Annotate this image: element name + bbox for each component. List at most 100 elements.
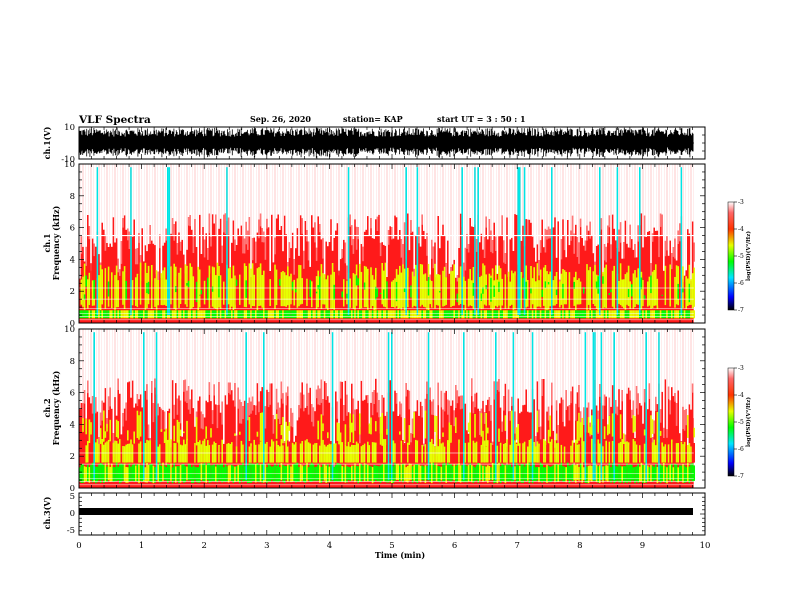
spectrogram-pink-edge bbox=[643, 215, 646, 238]
spectrogram-low-band bbox=[536, 310, 539, 319]
spectrogram-yellow-band bbox=[256, 268, 259, 311]
spectrogram-low-band bbox=[184, 310, 187, 319]
spectrogram-yellow-band bbox=[627, 442, 630, 463]
spectrogram-pink-edge bbox=[495, 236, 497, 251]
spectrogram-yellow-band bbox=[624, 441, 627, 463]
spectrogram-low-band bbox=[287, 310, 289, 319]
spectrogram-white-column bbox=[488, 329, 491, 398]
spectrogram-white-column bbox=[527, 329, 529, 412]
spectrogram-yellow-band bbox=[525, 444, 527, 463]
spectrogram-yellow-band bbox=[443, 446, 446, 463]
spectrogram-low-band bbox=[162, 310, 164, 319]
spectrogram-white-column bbox=[683, 329, 686, 411]
spectrogram-white-column bbox=[125, 164, 127, 230]
spectrogram-yellow-band bbox=[127, 278, 129, 309]
spectrogram-low-band bbox=[325, 310, 327, 319]
spectrogram-pink-edge bbox=[101, 400, 103, 421]
spectrogram-white-column bbox=[243, 164, 246, 239]
spectrogram-cyan-spike bbox=[167, 167, 169, 316]
spectrogram-yellow-blob bbox=[517, 424, 519, 446]
spectrogram-yellow-band bbox=[387, 262, 390, 310]
spectrogram-pink-edge bbox=[440, 390, 443, 408]
spectrogram-pink-edge bbox=[234, 383, 236, 407]
spectrogram-pink-edge bbox=[603, 394, 606, 406]
spectrogram-white-column bbox=[666, 329, 668, 430]
spectrogram-low-band bbox=[379, 310, 382, 319]
spectrogram-yellow-band bbox=[267, 281, 270, 307]
spectrogram-low-band bbox=[495, 310, 497, 319]
spectrogram-white-column bbox=[639, 329, 641, 404]
spectrogram-yellow-band bbox=[160, 273, 163, 306]
spectrogram-pink-edge bbox=[267, 392, 270, 408]
spectrogram-green-band bbox=[458, 462, 460, 482]
spectrogram-yellow-band bbox=[586, 441, 588, 463]
spectrogram-white-column bbox=[122, 164, 124, 219]
spectrogram-low-band bbox=[205, 310, 207, 319]
spectrogram-white-column bbox=[479, 164, 481, 243]
spectrogram-low-band bbox=[354, 310, 356, 319]
spectrogram-low-band bbox=[618, 310, 620, 319]
spectrogram-yellow-band bbox=[122, 446, 124, 463]
spectrogram-white-column bbox=[248, 329, 251, 398]
spectrogram-white-column bbox=[117, 164, 119, 259]
spectrogram-white-column bbox=[119, 164, 121, 270]
spectrogram-yellow-blob bbox=[322, 423, 324, 432]
spectrogram-white-column bbox=[397, 329, 399, 416]
spectrogram-yellow-band bbox=[658, 275, 660, 306]
spectrogram-low-band bbox=[632, 310, 635, 319]
spectrogram-white-column bbox=[287, 329, 289, 387]
spectrogram-white-column bbox=[149, 164, 151, 226]
spectrogram-white-column bbox=[656, 164, 659, 231]
spectrogram-white-column bbox=[371, 164, 374, 239]
spectrogram-green-band bbox=[384, 464, 387, 482]
spectrogram-yellow-band bbox=[235, 269, 238, 305]
spectrogram-yellow-band bbox=[546, 271, 548, 311]
spectrogram-white-column bbox=[323, 164, 326, 278]
spectrogram-white-column bbox=[560, 164, 563, 239]
spectrogram-pink-edge bbox=[299, 392, 302, 409]
spectrogram-yellow-band bbox=[195, 440, 198, 463]
spectrogram-green-band bbox=[599, 465, 601, 483]
spectrogram-white-column bbox=[507, 164, 510, 277]
spectrogram-green-band bbox=[386, 463, 388, 483]
spectrogram-yellow-band bbox=[283, 272, 286, 307]
spectrogram-white-column bbox=[448, 329, 451, 401]
spectrogram-yellow-band bbox=[527, 280, 529, 307]
spectrogram-white-column bbox=[171, 164, 174, 219]
spectrogram-yellow-band bbox=[535, 446, 537, 463]
spectrogram-low-band bbox=[271, 310, 273, 319]
spectrogram-low-band bbox=[304, 310, 307, 319]
spectrogram-white-column bbox=[408, 164, 411, 251]
spectrogram-green-band bbox=[691, 463, 694, 482]
spectrogram-pink-edge bbox=[485, 216, 487, 228]
spectrogram-white-column bbox=[242, 164, 244, 236]
spectrogram-yellow-band bbox=[389, 271, 391, 306]
spectrogram-pink-edge bbox=[179, 241, 182, 251]
spectrogram-white-column bbox=[471, 329, 473, 379]
spectrogram-low-band bbox=[351, 310, 353, 319]
spectrogram-low-band bbox=[522, 310, 524, 319]
spectrogram-green-band bbox=[603, 466, 606, 481]
spectrogram-yellow-blob bbox=[442, 432, 444, 437]
spectrogram-low-band bbox=[183, 310, 185, 319]
spectrogram-low-band bbox=[82, 310, 84, 319]
spectrogram-green-band bbox=[264, 464, 267, 482]
spectrogram-yellow-band bbox=[426, 439, 428, 463]
spectrogram-yellow-band bbox=[477, 440, 479, 463]
spectrogram-yellow-band bbox=[152, 439, 155, 463]
spectrogram-yellow-band bbox=[240, 440, 243, 463]
spectrogram-green-band bbox=[587, 465, 590, 484]
spectrogram-white-column bbox=[632, 164, 635, 250]
spectrogram-white-column bbox=[480, 164, 483, 234]
spectrogram-yellow-band bbox=[645, 278, 647, 308]
spectrogram-pink-edge bbox=[307, 241, 310, 261]
spectrogram-yellow-band bbox=[264, 274, 267, 311]
spectrogram-low-band bbox=[199, 310, 201, 319]
spectrogram-green-band bbox=[504, 465, 507, 484]
spectrogram-cyan-spike bbox=[263, 332, 265, 481]
spectrogram-yellow-band bbox=[367, 268, 369, 310]
spectrogram-white-column bbox=[259, 329, 262, 392]
spectrogram-green-band bbox=[301, 465, 303, 481]
spectrogram-yellow-blob bbox=[623, 433, 625, 444]
spectrogram-white-column bbox=[437, 329, 439, 383]
